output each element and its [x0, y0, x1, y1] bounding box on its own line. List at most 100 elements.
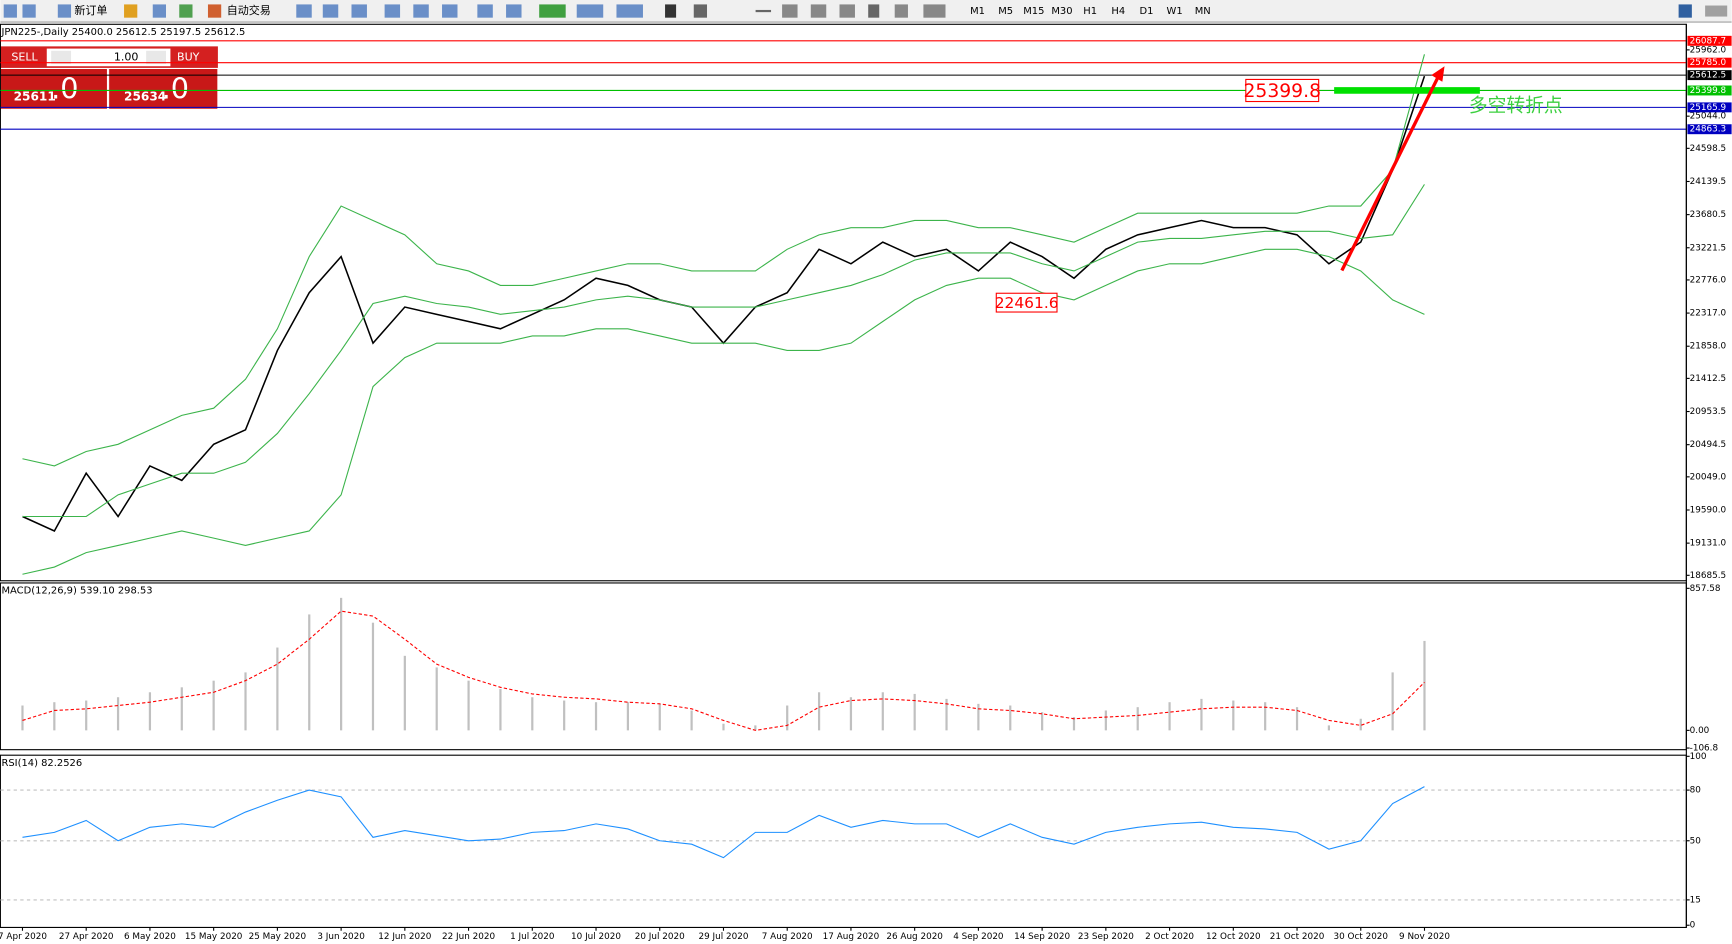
ask-fraction[interactable]: .0: [162, 72, 189, 106]
icon[interactable]: [1678, 4, 1692, 18]
toolbar-button[interactable]: 新订单: [74, 3, 107, 17]
timeframe-button[interactable]: M1: [970, 6, 985, 17]
y-tick-label: 20494.5: [1690, 440, 1727, 450]
icon[interactable]: [782, 4, 798, 18]
histogram-bar: [148, 692, 152, 731]
histogram-bar: [849, 697, 853, 731]
x-tick-label: 15 May 2020: [185, 932, 243, 942]
icon[interactable]: [442, 4, 458, 18]
lots-down[interactable]: [51, 50, 72, 65]
level-tag: [1687, 85, 1732, 96]
sell-label[interactable]: SELL: [11, 50, 38, 63]
icon[interactable]: [57, 4, 72, 18]
icon[interactable]: [152, 4, 167, 18]
timeframe-button[interactable]: D1: [1139, 6, 1153, 17]
y-tick-label: -106.8: [1690, 744, 1719, 754]
icon[interactable]: [1705, 5, 1728, 17]
histogram-bar: [658, 703, 661, 731]
icon[interactable]: [810, 4, 827, 18]
histogram-bar: [594, 702, 598, 731]
lots-input[interactable]: [46, 48, 171, 67]
icon[interactable]: [477, 4, 493, 18]
y-tick-label: 50: [1690, 836, 1702, 846]
lots-value[interactable]: 1.00: [114, 50, 139, 63]
series-line: [22, 184, 1425, 518]
y-tick-label: 20953.5: [1690, 407, 1727, 417]
panel-border: [0, 582, 1687, 751]
icon[interactable]: [384, 4, 401, 18]
icon[interactable]: [179, 4, 193, 18]
level-tag-label: 25399.8: [1690, 86, 1727, 96]
histogram-bar: [881, 692, 884, 731]
icon[interactable]: [506, 4, 522, 18]
icon[interactable]: [894, 4, 908, 18]
level-tag: [1687, 70, 1732, 81]
x-tick-label: 17 Aug 2020: [823, 932, 880, 942]
y-tick-label: 0: [1690, 921, 1696, 931]
icon[interactable]: [3, 4, 17, 18]
icon[interactable]: [576, 4, 604, 18]
histogram-bar: [308, 614, 311, 731]
histogram-bar: [212, 680, 215, 731]
x-tick-label: 12 Jun 2020: [378, 932, 431, 942]
x-tick-label: 14 Sep 2020: [1014, 932, 1070, 942]
timeframe-button[interactable]: H1: [1083, 6, 1097, 17]
y-tick-label: 20049.0: [1690, 472, 1727, 482]
histogram-bar: [1041, 712, 1044, 731]
price-marker: 22461.6: [995, 294, 1059, 312]
histogram-bar: [1423, 640, 1426, 731]
lots-up[interactable]: [146, 50, 167, 65]
x-tick-label: 20 Jul 2020: [635, 932, 685, 942]
timeframe-button[interactable]: M5: [998, 6, 1013, 17]
ask-price[interactable]: 25634: [124, 90, 166, 104]
series-line: [22, 75, 1426, 532]
histogram-bar: [340, 597, 343, 731]
icon[interactable]: [616, 4, 643, 18]
panel-title: JPN225-,Daily 25400.0 25612.5 25197.5 25…: [0, 27, 245, 38]
icon[interactable]: [296, 4, 312, 18]
icon[interactable]: [868, 4, 880, 18]
histogram-bar: [1009, 705, 1012, 731]
icon[interactable]: [693, 4, 708, 18]
icon[interactable]: [413, 4, 429, 18]
icon[interactable]: [351, 4, 367, 18]
histogram-bar: [467, 680, 470, 731]
icon[interactable]: [665, 4, 677, 18]
bid-price[interactable]: 25611: [14, 90, 56, 104]
price-marker-box: [1245, 78, 1320, 103]
histogram-bar: [435, 667, 438, 731]
icon[interactable]: [207, 4, 222, 18]
x-tick-label: 9 Nov 2020: [1399, 932, 1450, 942]
bid-fraction[interactable]: .0: [51, 72, 78, 106]
icon[interactable]: [124, 4, 138, 18]
histogram-bar: [563, 700, 566, 731]
toolbar-button[interactable]: 自动交易: [227, 3, 271, 17]
x-tick-label: 23 Sep 2020: [1078, 932, 1134, 942]
panel-title: MACD(12,26,9) 539.10 298.53: [1, 586, 152, 597]
x-tick-label: 26 Aug 2020: [886, 932, 943, 942]
histogram-bar: [244, 672, 247, 731]
level-tag-label: 25785.0: [1690, 58, 1727, 68]
timeframes: M1 M5 M15 M30 H1 H4 D1 W1 MN: [970, 6, 1211, 17]
icon[interactable]: [923, 4, 946, 18]
icon[interactable]: [322, 4, 339, 18]
histogram-bar: [1232, 700, 1235, 731]
y-tick-label: 100: [1690, 752, 1707, 762]
timeframe-button[interactable]: M30: [1051, 6, 1072, 17]
timeframe-button[interactable]: H4: [1111, 6, 1125, 17]
icon[interactable]: [539, 4, 566, 18]
timeframe-button[interactable]: W1: [1167, 6, 1183, 17]
icon[interactable]: [839, 4, 855, 18]
timeframe-button[interactable]: MN: [1195, 6, 1211, 17]
timeframe-button[interactable]: M15: [1023, 6, 1044, 17]
level-tag-label: 25612.5: [1690, 71, 1727, 81]
icon[interactable]: [755, 9, 772, 13]
y-tick-label: 80: [1690, 786, 1702, 796]
y-tick-label: 0.00: [1690, 726, 1710, 736]
x-tick-label: 12 Oct 2020: [1206, 932, 1261, 942]
y-tick-label: 15: [1690, 895, 1701, 905]
buy-label[interactable]: BUY: [177, 50, 200, 63]
icon[interactable]: [22, 4, 36, 18]
x-tick-label: 1 Jul 2020: [510, 932, 555, 942]
y-tick-label: 25044.0: [1690, 112, 1727, 122]
